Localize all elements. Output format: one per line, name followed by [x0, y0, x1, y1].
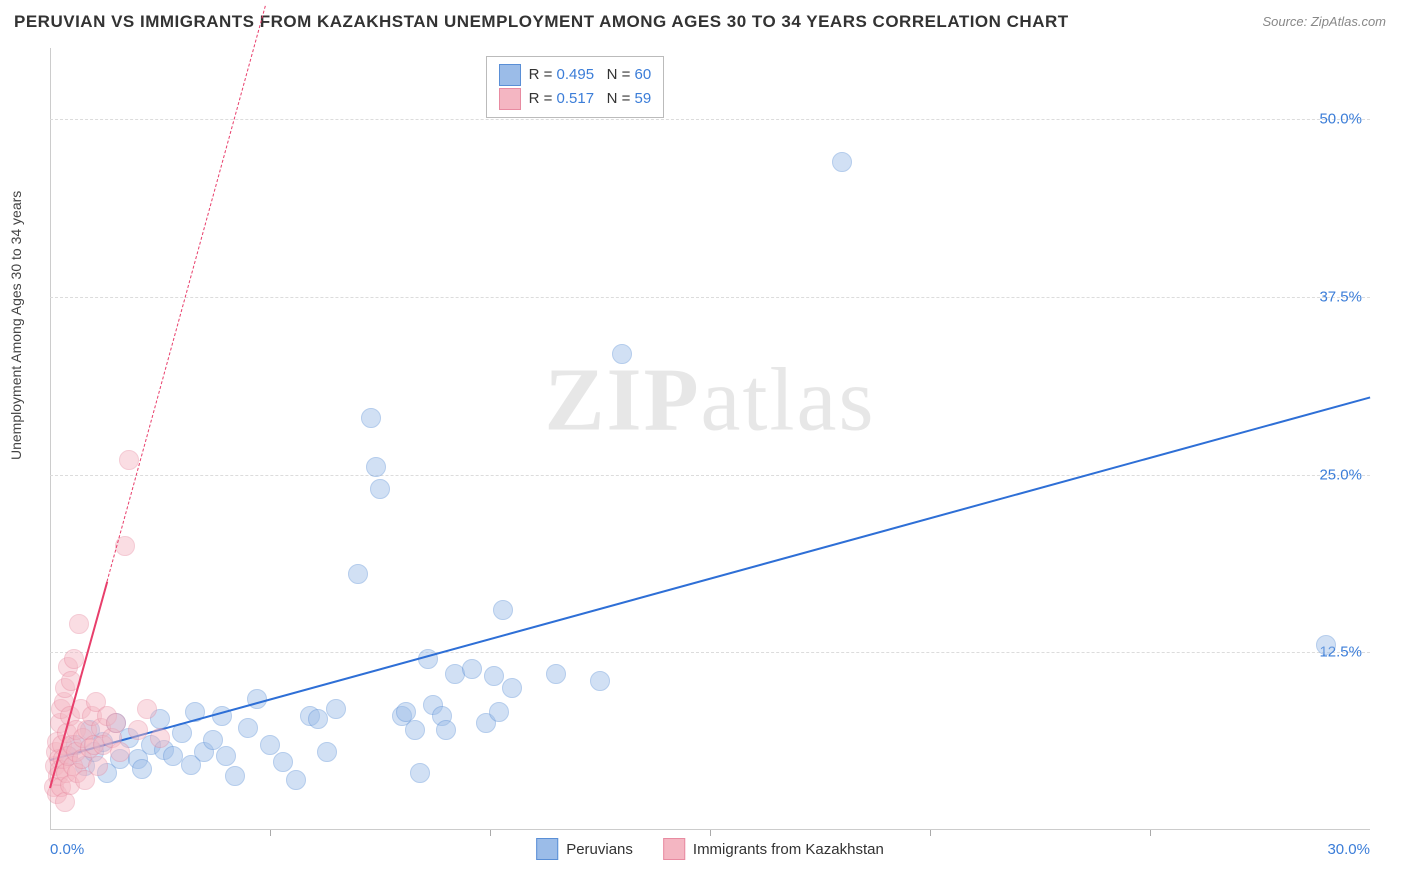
data-point [286, 770, 306, 790]
stats-text: R = 0.517 N = 59 [529, 87, 652, 111]
y-tick-label: 25.0% [1319, 466, 1362, 483]
y-tick-label: 50.0% [1319, 111, 1362, 128]
data-point [308, 709, 328, 729]
data-point [317, 742, 337, 762]
data-point [238, 718, 258, 738]
data-point [64, 649, 84, 669]
data-point [273, 752, 293, 772]
chart-area: ZIPatlas 12.5%25.0%37.5%50.0%0.0%30.0%R … [50, 48, 1370, 830]
data-point [110, 742, 130, 762]
data-point [88, 756, 108, 776]
legend-swatch [499, 88, 521, 110]
data-point [489, 702, 509, 722]
chart-title: PERUVIAN VS IMMIGRANTS FROM KAZAKHSTAN U… [14, 12, 1069, 32]
data-point [119, 450, 139, 470]
legend-item: Immigrants from Kazakhstan [663, 838, 884, 860]
gridline-h [50, 297, 1370, 298]
data-point [502, 678, 522, 698]
legend-swatch [499, 64, 521, 86]
data-point [462, 659, 482, 679]
watermark: ZIPatlas [545, 348, 876, 451]
data-point [366, 457, 386, 477]
x-tick-label: 30.0% [1327, 841, 1370, 858]
gridline-h [50, 119, 1370, 120]
x-tick-mark [490, 830, 491, 836]
stats-legend-row: R = 0.517 N = 59 [499, 87, 652, 111]
data-point [493, 600, 513, 620]
gridline-h [50, 652, 1370, 653]
data-point [326, 699, 346, 719]
data-point [1316, 635, 1336, 655]
data-point [410, 763, 430, 783]
data-point [348, 564, 368, 584]
data-point [396, 702, 416, 722]
stats-text: R = 0.495 N = 60 [529, 63, 652, 87]
x-tick-mark [930, 830, 931, 836]
data-point [128, 720, 148, 740]
y-tick-label: 37.5% [1319, 288, 1362, 305]
legend-label: Peruvians [566, 841, 633, 858]
x-tick-label: 0.0% [50, 841, 84, 858]
data-point [150, 728, 170, 748]
data-point [361, 408, 381, 428]
data-point [832, 152, 852, 172]
watermark-zip: ZIP [545, 350, 701, 449]
data-point [225, 766, 245, 786]
x-tick-mark [1150, 830, 1151, 836]
data-point [612, 344, 632, 364]
watermark-atlas: atlas [701, 350, 876, 449]
legend-swatch [663, 838, 685, 860]
data-point [260, 735, 280, 755]
data-point [137, 699, 157, 719]
data-point [436, 720, 456, 740]
legend-swatch [536, 838, 558, 860]
legend-item: Peruvians [536, 838, 633, 860]
data-point [216, 746, 236, 766]
x-tick-mark [270, 830, 271, 836]
y-axis-label: Unemployment Among Ages 30 to 34 years [8, 191, 24, 460]
data-point [132, 759, 152, 779]
data-point [546, 664, 566, 684]
data-point [106, 713, 126, 733]
data-point [69, 614, 89, 634]
data-point [55, 792, 75, 812]
data-point [370, 479, 390, 499]
gridline-h [50, 475, 1370, 476]
trend-line [107, 6, 266, 582]
data-point [484, 666, 504, 686]
source-label: Source: ZipAtlas.com [1262, 14, 1386, 29]
stats-legend-row: R = 0.495 N = 60 [499, 63, 652, 87]
legend-label: Immigrants from Kazakhstan [693, 841, 884, 858]
trend-line [50, 396, 1371, 760]
x-tick-mark [710, 830, 711, 836]
data-point [590, 671, 610, 691]
series-legend: Peruvians Immigrants from Kazakhstan [536, 838, 884, 860]
data-point [405, 720, 425, 740]
stats-legend: R = 0.495 N = 60R = 0.517 N = 59 [486, 56, 665, 118]
